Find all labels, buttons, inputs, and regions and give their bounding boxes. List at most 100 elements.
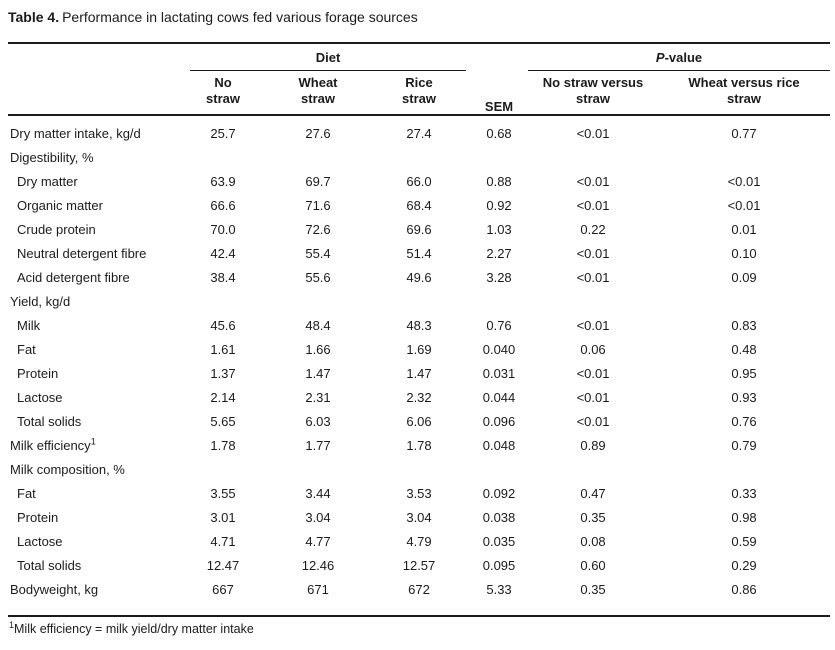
cell-value: 1.78 (210, 437, 236, 453)
cell-value: 1.69 (406, 341, 432, 357)
row-label-column-header (8, 71, 178, 115)
cell-value: 0.77 (731, 125, 757, 141)
row-label: Neutral detergent fibre (17, 245, 147, 261)
cell-value: 672 (408, 581, 430, 597)
row-label: Dry matter intake, kg/d (10, 125, 141, 141)
cell-value: <0.01 (727, 197, 761, 213)
row-label: Organic matter (17, 197, 103, 213)
cell-value: 0.83 (731, 317, 757, 333)
cell-value: 0.031 (482, 365, 516, 381)
cell-value: 3.01 (210, 509, 236, 525)
cell-value: 1.61 (210, 341, 236, 357)
row-label: Milk (17, 317, 41, 333)
cell-value: <0.01 (576, 389, 610, 405)
cell-value: 0.038 (482, 509, 516, 525)
row-label: Total solids (17, 557, 82, 573)
row-label: Milk efficiency1 (10, 436, 96, 453)
table-row: Milk efficiency1 1.78 1.77 1.78 0.048 0.89 0.7… (8, 433, 830, 457)
table-row: Fat 3.55 3.44 3.53 0.092 0.47 0.33 (8, 481, 830, 505)
cell-value: 55.6 (305, 269, 331, 285)
table-row: Acid detergent fibre 38.4 55.6 49.6 3.28 <0.0… (8, 265, 830, 289)
pvalue-rest: -value (664, 49, 703, 65)
cell-value: 48.3 (406, 317, 432, 333)
diet-spanner: Diet (178, 43, 470, 71)
cell-value: 27.6 (305, 125, 331, 141)
cell-value: 1.37 (210, 365, 236, 381)
table-header: Diet SEM P -value No straw Wheat straw Rice… (8, 43, 831, 115)
cell-value: 68.4 (406, 197, 432, 213)
table-row: Dry matter 63.9 69.7 66.0 0.88 <0.01 <0.01 (8, 169, 830, 193)
cell-value: 72.6 (305, 221, 331, 237)
cell-value: <0.01 (576, 197, 610, 213)
cell-value: 3.44 (305, 485, 331, 501)
cell-value: 0.35 (580, 509, 606, 525)
cell-value: 0.86 (731, 581, 757, 597)
footnote-superscript: 1 (9, 619, 15, 630)
cell-value: 0.93 (731, 389, 757, 405)
cell-value (368, 289, 470, 313)
cell-value: 0.98 (731, 509, 757, 525)
cell-value: <0.01 (576, 317, 610, 333)
table-caption: Table 4. Performance in lactating cows fe… (8, 7, 830, 27)
cell-value: 0.035 (482, 533, 516, 549)
cell-value: 0.040 (482, 341, 516, 357)
table-body: Dry matter intake, kg/d 25.7 27.6 27.4 0.68 <… (8, 115, 831, 616)
cell-value: 0.48 (731, 341, 757, 357)
row-label: Digestibility, % (10, 149, 94, 165)
column-header-rice-straw: Rice straw (402, 75, 436, 106)
row-label-superscript: 1 (90, 436, 96, 447)
cell-value: 42.4 (210, 245, 236, 261)
row-label: Total solids (17, 413, 82, 429)
table-row: Crude protein 70.0 72.6 69.6 1.03 0.22 0.01 (8, 217, 830, 241)
cell-value: 0.59 (731, 533, 757, 549)
cell-value: 0.08 (580, 533, 606, 549)
spanner-header-row: Diet SEM P -value (8, 43, 831, 114)
cell-value: 4.77 (305, 533, 331, 549)
cell-value: 12.57 (402, 557, 436, 573)
footnote-text: Milk efficiency = milk yield/dry matter … (14, 622, 254, 636)
table-caption-text: Performance in lactating cows fed variou… (62, 9, 418, 25)
cell-value (470, 145, 528, 169)
table-row: Milk 45.6 48.4 48.3 0.76 <0.01 0.83 (8, 313, 830, 337)
cell-value: 51.4 (406, 245, 432, 261)
row-label: Acid detergent fibre (17, 269, 130, 285)
row-label: Bodyweight, kg (10, 581, 99, 597)
cell-value: 0.89 (580, 437, 606, 453)
cell-value (268, 289, 368, 313)
cell-value: 0.092 (482, 485, 516, 501)
cell-value: 3.28 (486, 269, 512, 285)
cell-value: 0.06 (580, 341, 606, 357)
cell-value: 4.79 (406, 533, 432, 549)
diet-spanner-label: Diet (190, 44, 467, 71)
cell-value: 0.22 (580, 221, 606, 237)
cell-value: <0.01 (576, 365, 610, 381)
cell-value: 3.53 (406, 485, 432, 501)
column-header-wheat-straw: Wheat straw (298, 75, 338, 106)
cell-value (268, 145, 368, 169)
column-header-row: No straw Wheat straw Rice straw No straw ve… (8, 71, 831, 115)
cell-value: <0.01 (576, 269, 610, 285)
cell-value: 49.6 (406, 269, 432, 285)
cell-value (528, 145, 658, 169)
row-label: Fat (17, 485, 36, 501)
document-page: Table 4. Performance in lactating cows fe… (8, 7, 831, 636)
table-row: Yield, kg/d (8, 289, 830, 313)
table-row: Bodyweight, kg 667 671 672 5.33 0.35 0.86 (8, 577, 831, 616)
cell-value: 0.35 (580, 581, 606, 597)
cell-value (368, 457, 470, 481)
cell-value: 0.76 (486, 317, 512, 333)
cell-value: 48.4 (305, 317, 331, 333)
cell-value: 3.04 (305, 509, 331, 525)
cell-value: 71.6 (305, 197, 331, 213)
table-row: Organic matter 66.6 71.6 68.4 0.92 <0.01 <0.01 (8, 193, 830, 217)
cell-value: 0.044 (482, 389, 516, 405)
cell-value: 70.0 (210, 221, 236, 237)
cell-value (658, 145, 830, 169)
cell-value: 2.14 (210, 389, 236, 405)
cell-value: <0.01 (576, 125, 610, 141)
row-label: Lactose (17, 533, 63, 549)
cell-value: 0.68 (486, 125, 512, 141)
cell-value: 0.29 (731, 557, 757, 573)
cell-value: 0.096 (482, 413, 516, 429)
cell-value: 0.47 (580, 485, 606, 501)
